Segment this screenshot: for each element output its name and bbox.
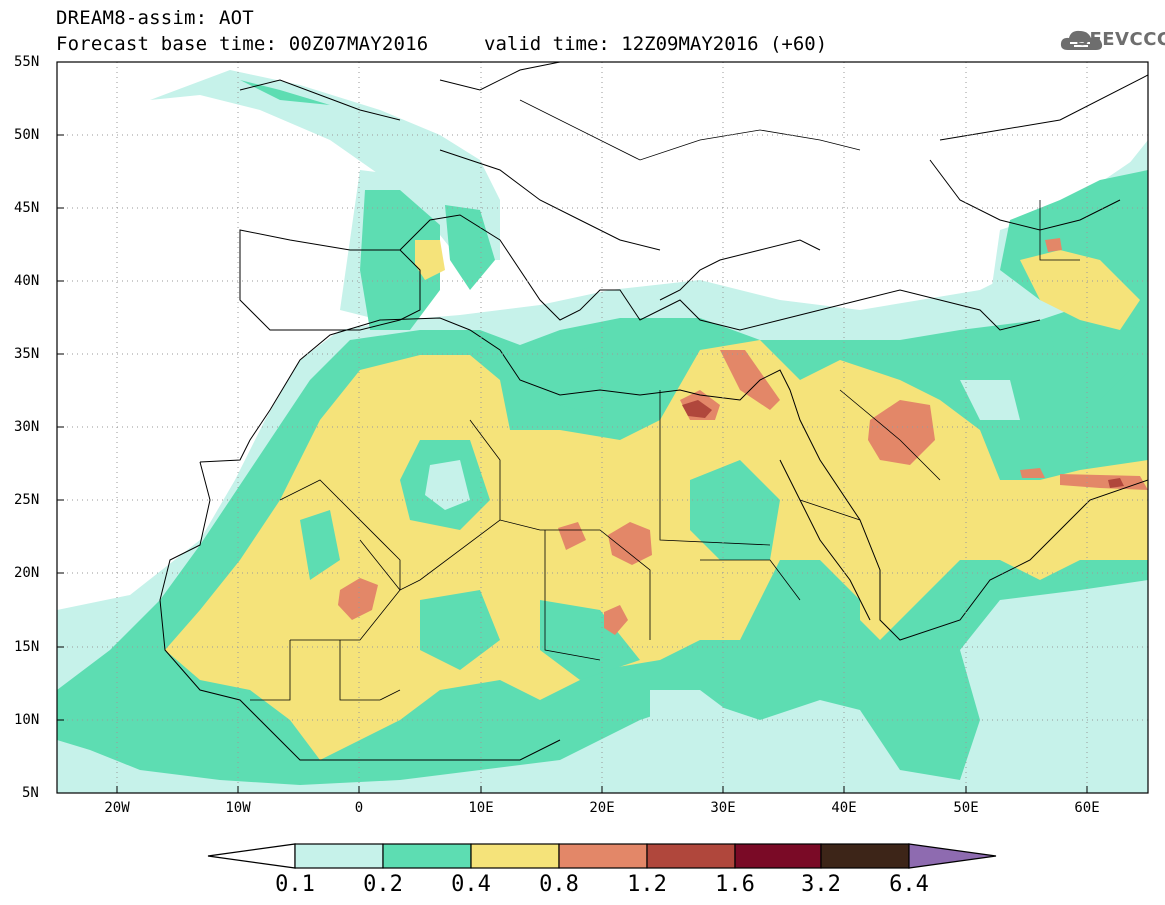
colorbar-bin-0.8 (558, 843, 648, 869)
lon-label: 40E (831, 800, 857, 816)
aot-layer-0.1-inner (425, 380, 1020, 760)
lat-label: 50N (14, 127, 40, 143)
colorbar-bin-1.6 (734, 843, 822, 869)
lat-label: 15N (14, 639, 40, 655)
lat-label: 25N (14, 492, 40, 508)
lat-label: 5N (22, 785, 39, 801)
colorbar-label: 0.8 (539, 872, 579, 897)
lon-label: 20W (104, 800, 130, 816)
colorbar-min-triangle (207, 843, 296, 869)
lon-label: 60E (1074, 800, 1100, 816)
colorbar-bin-0.1 (294, 843, 384, 869)
colorbar-max-triangle (908, 843, 997, 869)
colorbar-label: 0.2 (363, 872, 403, 897)
lat-label: 35N (14, 346, 40, 362)
coastlines (159, 62, 1148, 761)
lon-label: 10W (225, 800, 251, 816)
chart-title: DREAM8-assim: AOT (56, 7, 254, 29)
colorbar-label: 6.4 (889, 872, 929, 897)
colorbar-label: 0.1 (275, 872, 315, 897)
colorbar-label: 1.2 (627, 872, 667, 897)
lat-label: 40N (14, 273, 40, 289)
logo-text: SEEVCCC (1076, 29, 1165, 50)
colorbar-bin-1.2 (646, 843, 736, 869)
aot-layer-0.2-inner (300, 330, 1130, 680)
lon-label: 10E (468, 800, 494, 816)
lat-label: 10N (14, 712, 40, 728)
lat-label: 20N (14, 565, 40, 581)
cloud-icon (1060, 30, 1103, 50)
lat-label: 55N (14, 54, 40, 70)
colorbar-label: 0.4 (451, 872, 491, 897)
colorbar-label: 1.6 (715, 872, 755, 897)
aot-layer-1.2 (682, 400, 1124, 488)
country-borders (250, 99, 1080, 701)
colorbar-bin-0.2 (382, 843, 472, 869)
lat-label: 45N (14, 200, 40, 216)
aot-layer-0.8 (338, 238, 1148, 635)
lat-label: 30N (14, 419, 40, 435)
colorbar (207, 843, 997, 869)
colorbar-label: 3.2 (801, 872, 841, 897)
lon-label: 20E (589, 800, 615, 816)
valid-time: valid time: 12Z09MAY2016 (+60) (484, 33, 828, 55)
colorbar-bin-3.2 (820, 843, 910, 869)
axis-ticks (57, 61, 1088, 793)
lat-lon-grid (57, 62, 1148, 793)
lon-label: 30E (710, 800, 736, 816)
lon-label: 0 (354, 800, 364, 816)
forecast-base-time: Forecast base time: 00Z07MAY2016 (56, 33, 429, 55)
lon-label: 50E (953, 800, 979, 816)
colorbar-bin-0.4 (470, 843, 560, 869)
